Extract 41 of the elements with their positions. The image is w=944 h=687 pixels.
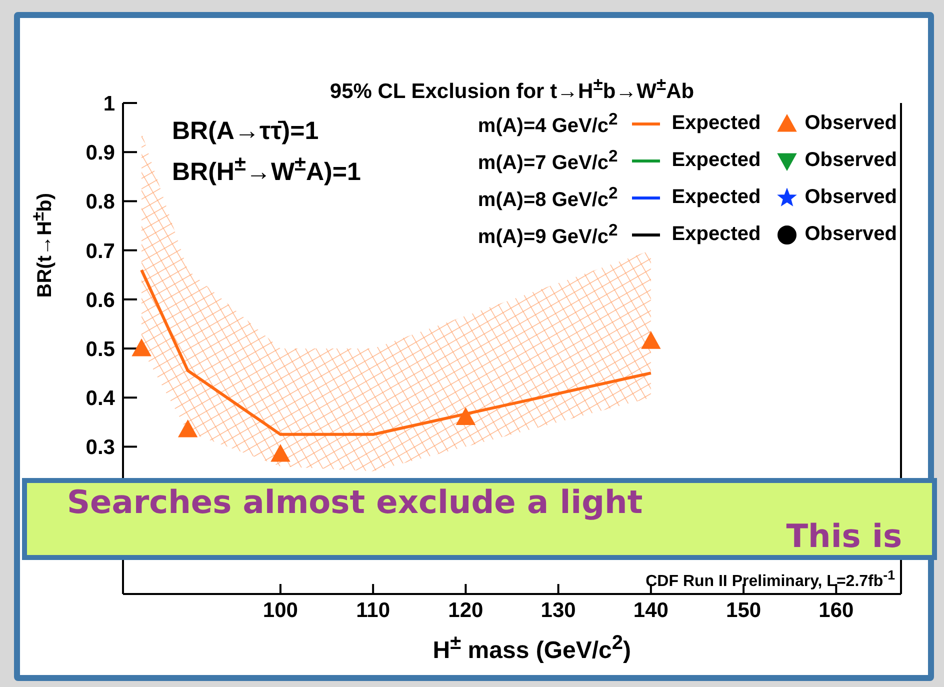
annotation: CDF Run II Preliminary, L=2.7fb$^{-1}$ (646, 568, 895, 590)
chart-title: 95% CL Exclusion for t→H$^{±}$b→W$^{±}$Ab (330, 74, 694, 103)
annotation: This is (786, 517, 902, 555)
y-tick-label: 0.8 (86, 190, 116, 214)
y-tick-label: 0.5 (86, 338, 116, 361)
y-tick-label: 0.4 (86, 387, 116, 410)
point (456, 408, 476, 425)
legend-label: Expected (672, 186, 761, 209)
legend-label: Expected (672, 223, 761, 246)
point (641, 332, 660, 349)
annotation: m(A)=8 GeV/c$^{2}$ (478, 183, 618, 211)
legend-label: Observed (804, 149, 897, 172)
y-tick-label: 1 (103, 92, 116, 116)
x-tick-label: 150 (726, 598, 762, 622)
point (132, 339, 152, 356)
annotation: m(A)=9 GeV/c$^{2}$ (478, 220, 618, 248)
legend-label: Expected (672, 149, 761, 172)
legend-label: Observed (804, 186, 897, 209)
x-tick-label: 130 (540, 598, 576, 622)
x-tick-label: 160 (818, 598, 854, 622)
y-tick-label: 0.3 (86, 436, 115, 460)
annotation: m(A)=4 GeV/c$^{2}$ (478, 109, 618, 137)
y-tick-label: 0.6 (86, 288, 115, 312)
legend-label: Observed (804, 223, 897, 246)
point (270, 444, 290, 462)
x-tick-label: 110 (356, 598, 390, 622)
point (178, 420, 198, 438)
y-tick-label: 0.7 (86, 240, 115, 263)
x-tick-label: 120 (448, 598, 484, 622)
line-series (140, 268, 652, 436)
banner: Searches almost exclude a light This is (22, 478, 937, 560)
annotation: Searches almost exclude a light (67, 483, 643, 521)
y-tick-label: 0.9 (86, 142, 115, 165)
annotation: m(A)=7 GeV/c$^{2}$ (478, 146, 618, 174)
x-tick-label: 100 (262, 598, 298, 622)
legend-label: Expected (672, 112, 761, 135)
x-tick-label: 140 (633, 598, 668, 622)
legend-label: Observed (804, 112, 897, 135)
x-axis-title: H$^{±}$ mass (GeV/c$^{2}$) (432, 632, 631, 664)
annotation: BR(H$^{±}$→W$^{±}$A)=1 (172, 153, 361, 186)
annotation: BR(A→ττ̄)=1 (172, 117, 319, 145)
